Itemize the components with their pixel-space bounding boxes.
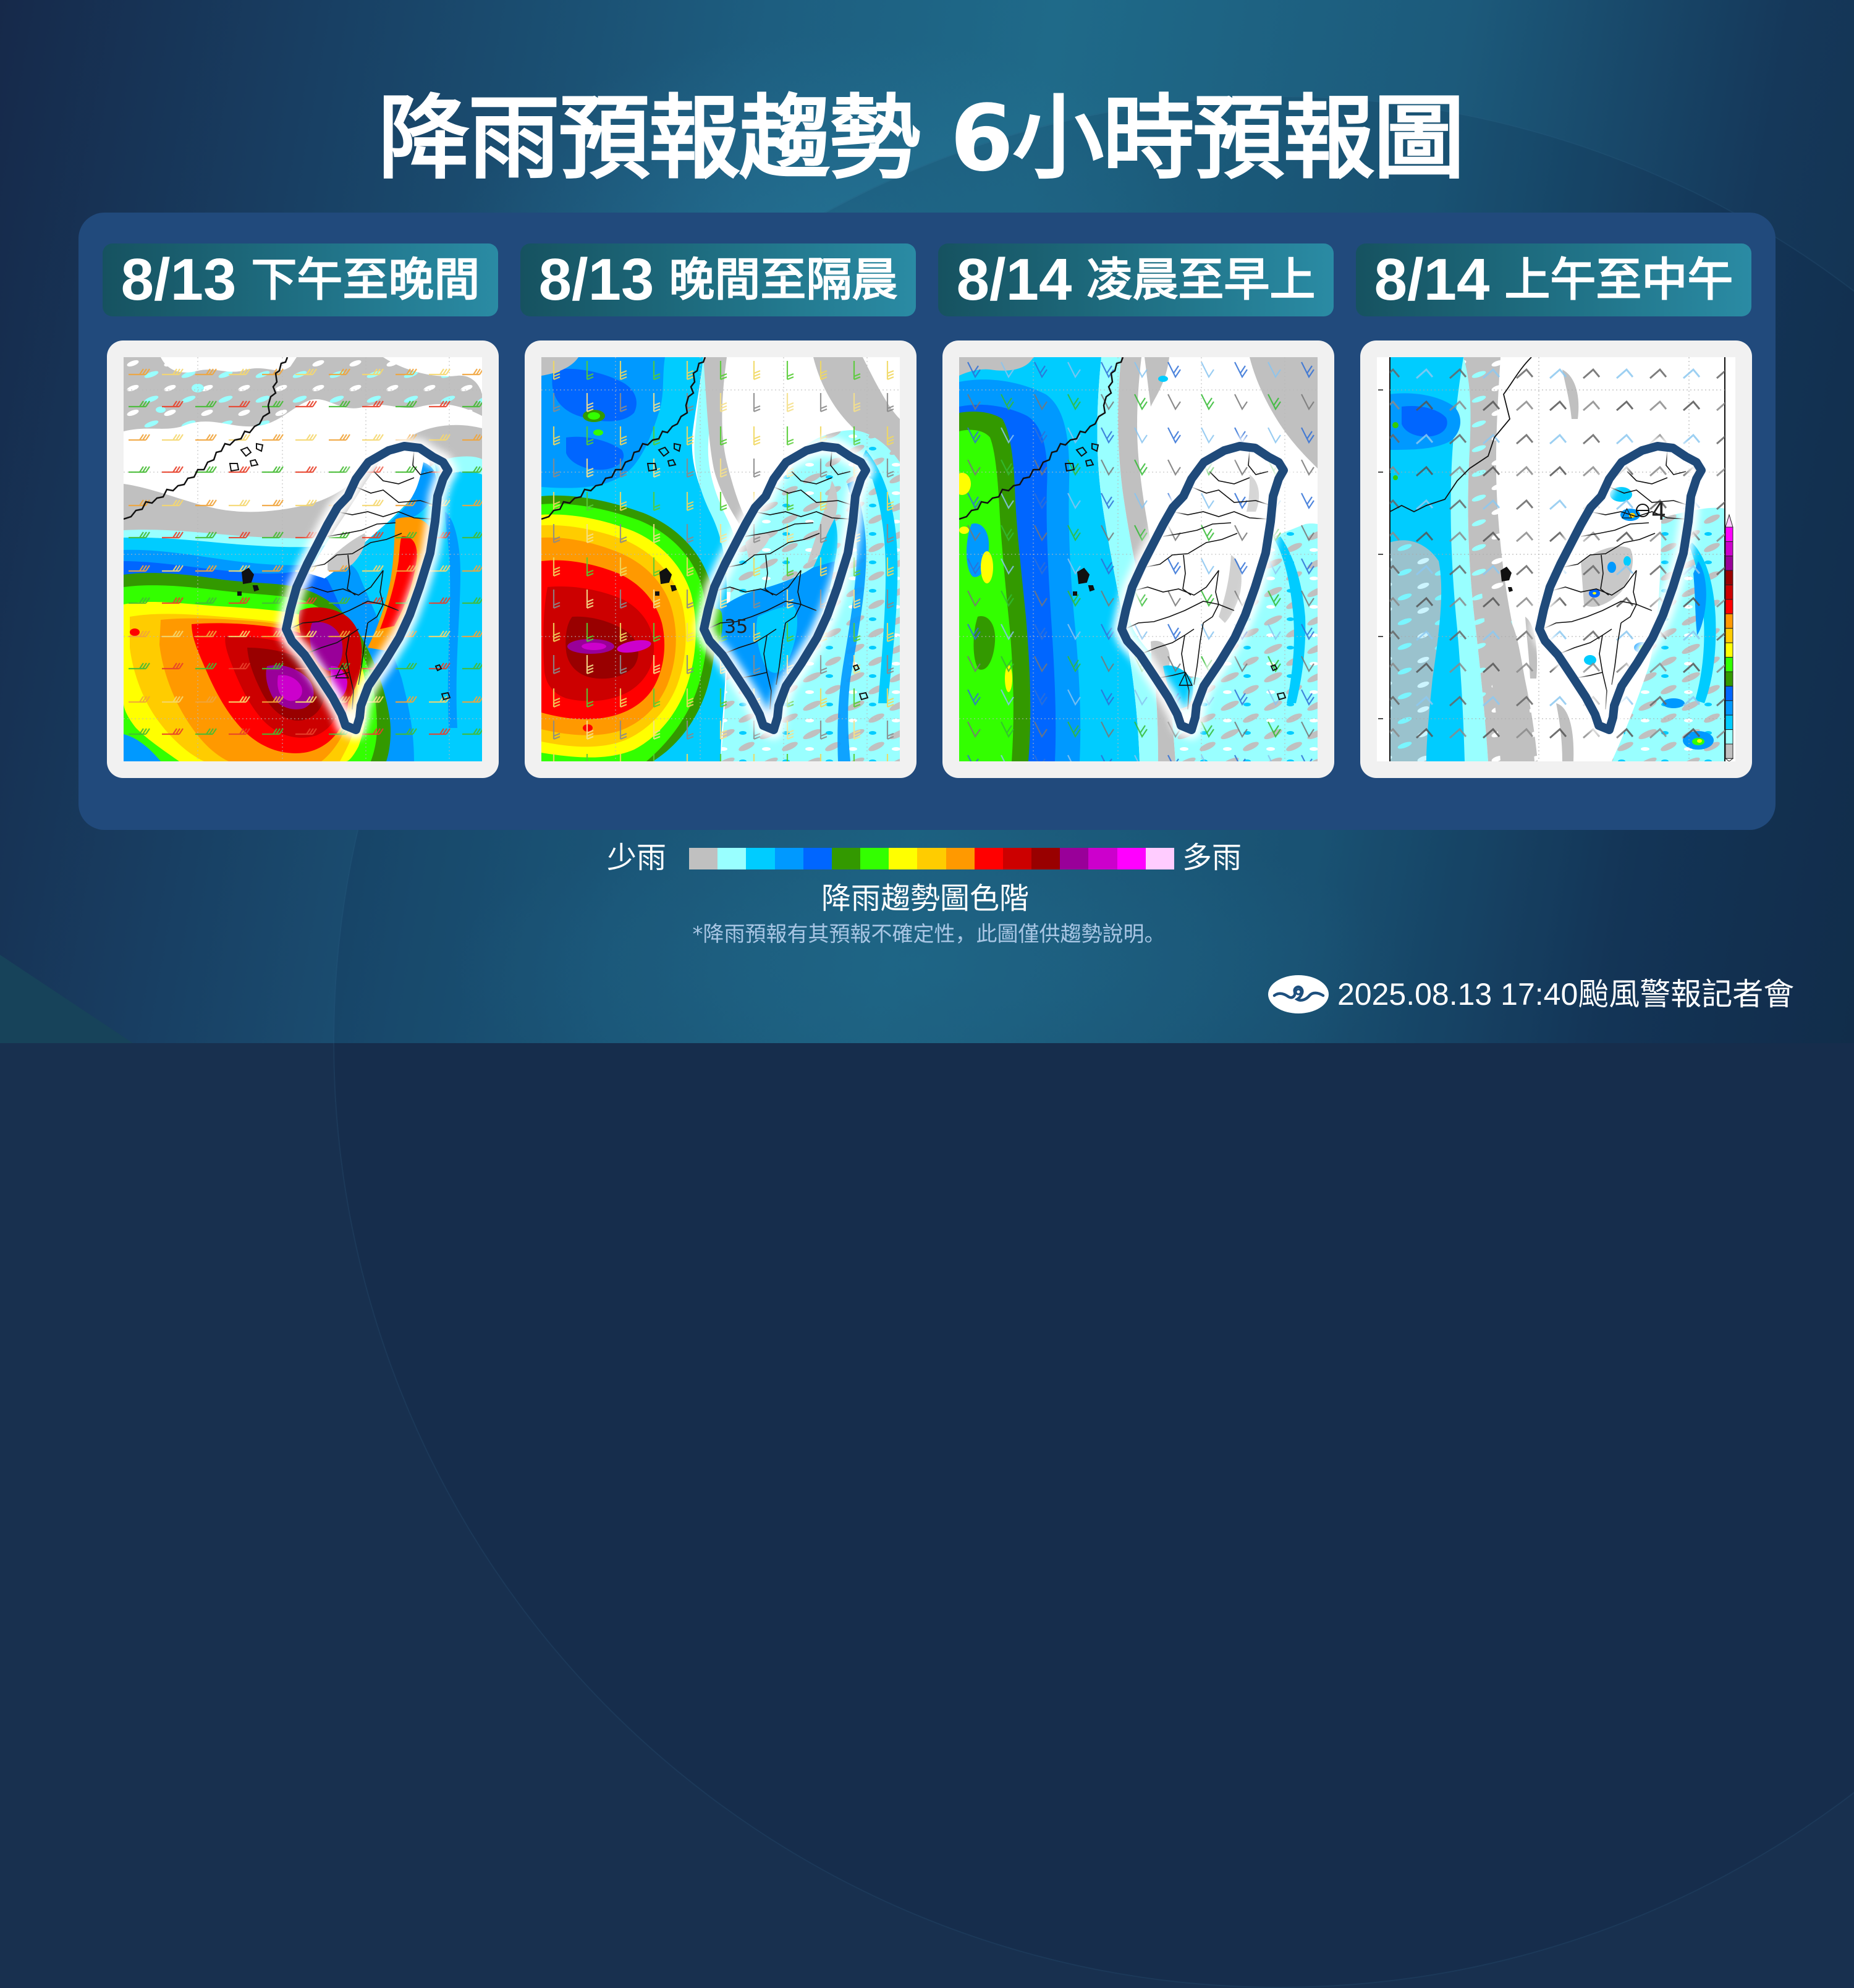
color-bar-segment [1725, 556, 1733, 571]
panel-date: 8/14 [956, 247, 1072, 313]
axis-ticks [1378, 389, 1383, 719]
panel-period: 下午至晚間 [251, 253, 480, 307]
rainfall-map-graphic: △ [959, 357, 1318, 761]
map-card-1: △ [107, 340, 499, 778]
color-bar-segment [1725, 599, 1733, 614]
map-value-label: 35 [724, 616, 748, 638]
legend-swatch [717, 848, 747, 869]
color-bar-segment [1725, 642, 1733, 658]
panel-label-2: 8/13 晚間至隔晨 [520, 243, 916, 316]
rainfall-map-2: 35 [541, 357, 900, 761]
color-bar-segment [1725, 714, 1733, 730]
legend-swatch [1117, 848, 1146, 869]
panel-date: 8/13 [538, 247, 654, 313]
legend-swatch [889, 848, 918, 869]
map-card-4: △ 4 [1360, 340, 1752, 778]
panel-period: 晚間至隔晨 [669, 253, 898, 307]
island-penghu [1501, 567, 1513, 592]
footer: 2025.08.13 17:40颱風警報記者會 [1268, 975, 1794, 1014]
legend-high-label: 多雨 [1182, 840, 1242, 875]
color-bar-segment [1725, 685, 1733, 701]
color-bar-segment [1725, 671, 1733, 687]
legend-color-scale [689, 848, 1174, 869]
press-conference-info: 2025.08.13 17:40颱風警報記者會 [1337, 977, 1795, 1012]
panel-date: 8/14 [1374, 247, 1490, 313]
color-bar-segment [1725, 743, 1733, 759]
legend-swatch [746, 848, 775, 869]
panel-period: 凌晨至早上 [1086, 253, 1316, 307]
color-bar-segment [1725, 729, 1733, 745]
mini-color-bar [1724, 514, 1734, 761]
color-bar-segment [1725, 628, 1733, 643]
panel-label-1: 8/13 下午至晚間 [103, 243, 498, 316]
legend-swatch [1088, 848, 1117, 869]
color-bar-bottom-arrow [1724, 758, 1734, 761]
map-value-label: 4 [1651, 498, 1666, 525]
logo-swirl [1295, 988, 1302, 996]
panel-date: 8/13 [121, 247, 237, 313]
panel-period: 上午至中午 [1504, 253, 1733, 307]
color-bar-segment [1725, 585, 1733, 600]
map-card-3: △ [942, 340, 1334, 778]
color-bar-segment [1725, 613, 1733, 629]
legend-swatch [1002, 848, 1032, 869]
panel-label-3: 8/14 凌晨至早上 [938, 243, 1334, 316]
legend-swatch [1031, 848, 1060, 869]
color-bar-segment [1725, 657, 1733, 672]
legend-swatch [1060, 848, 1089, 869]
legend-swatch [1145, 848, 1174, 869]
legend-title: 降雨趨勢圖色階 [821, 881, 1029, 916]
rainfall-map-graphic: △ 4 [1377, 357, 1735, 761]
map-marker-triangle: △ [335, 659, 349, 681]
page-title: 降雨預報趨勢 6小時預報圖 [378, 85, 1465, 192]
map-marker-triangle: △ [1179, 667, 1193, 688]
legend-swatch [946, 848, 975, 869]
disclaimer-note: *降雨預報有其預報不確定性，此圖僅供趨勢說明。 [692, 922, 1166, 947]
legend-swatch [803, 848, 832, 869]
color-bar-segment [1725, 541, 1733, 557]
china-coastline [1389, 357, 1532, 513]
rainfall-map-1: △ [124, 357, 482, 761]
legend-swatch [831, 848, 861, 869]
legend-swatch [689, 848, 718, 869]
legend-swatch [860, 848, 889, 869]
legend-swatch [974, 848, 1003, 869]
rainfall-map-4: △ 4 [1377, 357, 1735, 761]
rainfall-map-graphic: △ [124, 357, 482, 761]
color-bar-segment [1725, 700, 1733, 716]
panel-label-4: 8/14 上午至中午 [1356, 243, 1751, 316]
forecast-board: 8/13 下午至晚間 8/13 晚間至隔晨 8/14 凌晨至早上 8/14 上午… [78, 213, 1776, 830]
color-bar-segment [1725, 527, 1733, 542]
legend-swatch [774, 848, 803, 869]
map-card-2: 35 [525, 340, 916, 778]
cwa-logo-icon [1268, 975, 1329, 1013]
color-bar-segment [1725, 570, 1733, 586]
rainfall-map-3: △ [959, 357, 1318, 761]
map-marker-triangle: △ [1622, 505, 1632, 520]
logo-wave [1272, 985, 1325, 1002]
legend-swatch [917, 848, 946, 869]
legend-low-label: 少雨 [606, 840, 666, 875]
rainfall-map-graphic: 35 [541, 357, 900, 761]
